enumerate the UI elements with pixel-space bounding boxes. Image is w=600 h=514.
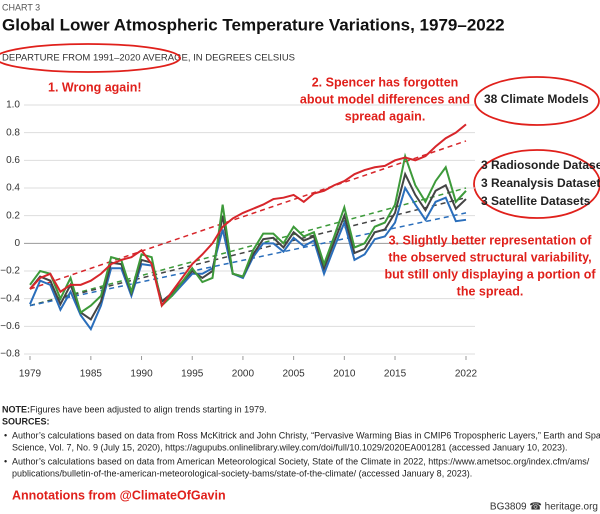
chart-title: Global Lower Atmospheric Temperature Var…	[2, 15, 505, 34]
credit: Annotations from @ClimateOfGavin	[12, 488, 226, 502]
chart-label: CHART 3	[2, 2, 40, 12]
highlight-ellipse	[0, 43, 181, 73]
y-tick-label: −0.6	[0, 321, 20, 332]
y-tick-label: −0.8	[0, 349, 20, 360]
annotation: 2. Spencer has forgotten	[312, 75, 459, 89]
legend-label: 38 Climate Models	[484, 92, 589, 106]
sources-head: SOURCES:	[2, 416, 50, 426]
y-tick-label: 0.4	[6, 183, 20, 194]
source-line: Science, Vol. 7, No. 9 (July 15, 2020), …	[12, 442, 568, 452]
y-tick-label: 0.6	[6, 155, 20, 166]
x-tick-label: 1990	[130, 369, 153, 380]
y-tick-label: 0.2	[6, 210, 20, 221]
legend-label: 3 Reanalysis Datasets	[481, 176, 600, 190]
annotation: about model differences and	[300, 92, 470, 106]
legend-label: 3 Radiosonde Datasets	[481, 158, 600, 172]
series-line	[29, 123, 467, 308]
y-tick-label: 0	[14, 238, 20, 249]
annotation: 1. Wrong again!	[48, 80, 142, 94]
footer: BG3809 ☎ heritage.org	[490, 502, 598, 513]
source-line: publications/bulletin-of-the-american-me…	[12, 468, 472, 478]
x-tick-label: 2000	[232, 369, 255, 380]
sources: • Author’s calculations based on data fro…	[4, 430, 600, 478]
y-tick-label: 0.8	[6, 127, 20, 138]
x-tick-label: 1979	[19, 369, 42, 380]
bullet: •	[4, 456, 7, 466]
x-tick-label: 1985	[80, 369, 103, 380]
x-tick-label: 2010	[333, 369, 356, 380]
annotation: spread again.	[345, 109, 426, 123]
y-tick-label: 1.0	[6, 100, 20, 111]
annotation: the observed structural variability,	[388, 250, 591, 264]
x-tick-label: 2015	[384, 369, 407, 380]
y-tick-label: −0.2	[0, 266, 20, 277]
annotation: 3. Slightly better representation of	[389, 233, 593, 247]
x-tick-label: 2022	[455, 369, 478, 380]
legend-label: 3 Satellite Datasets	[481, 194, 591, 208]
source-line: Author’s calculations based on data from…	[12, 456, 590, 466]
x-tick-label: 2005	[283, 369, 306, 380]
source-line: Author’s calculations based on data from…	[12, 430, 600, 440]
bullet: •	[4, 430, 7, 440]
series-line	[29, 152, 467, 315]
highlight-ellipse	[474, 76, 600, 126]
highlight-ellipse	[473, 149, 600, 219]
note: Figures have been adjusted to align tren…	[30, 404, 267, 414]
annotation: but still only displaying a portion of	[384, 267, 596, 281]
note-head: NOTE:	[2, 404, 30, 414]
y-tick-label: −0.4	[0, 293, 20, 304]
annotation: the spread.	[457, 284, 524, 298]
x-tick-label: 1995	[181, 369, 204, 380]
chart-subtitle: DEPARTURE FROM 1991–2020 AVERAGE, IN DEG…	[2, 53, 295, 64]
trend-line	[29, 140, 467, 290]
